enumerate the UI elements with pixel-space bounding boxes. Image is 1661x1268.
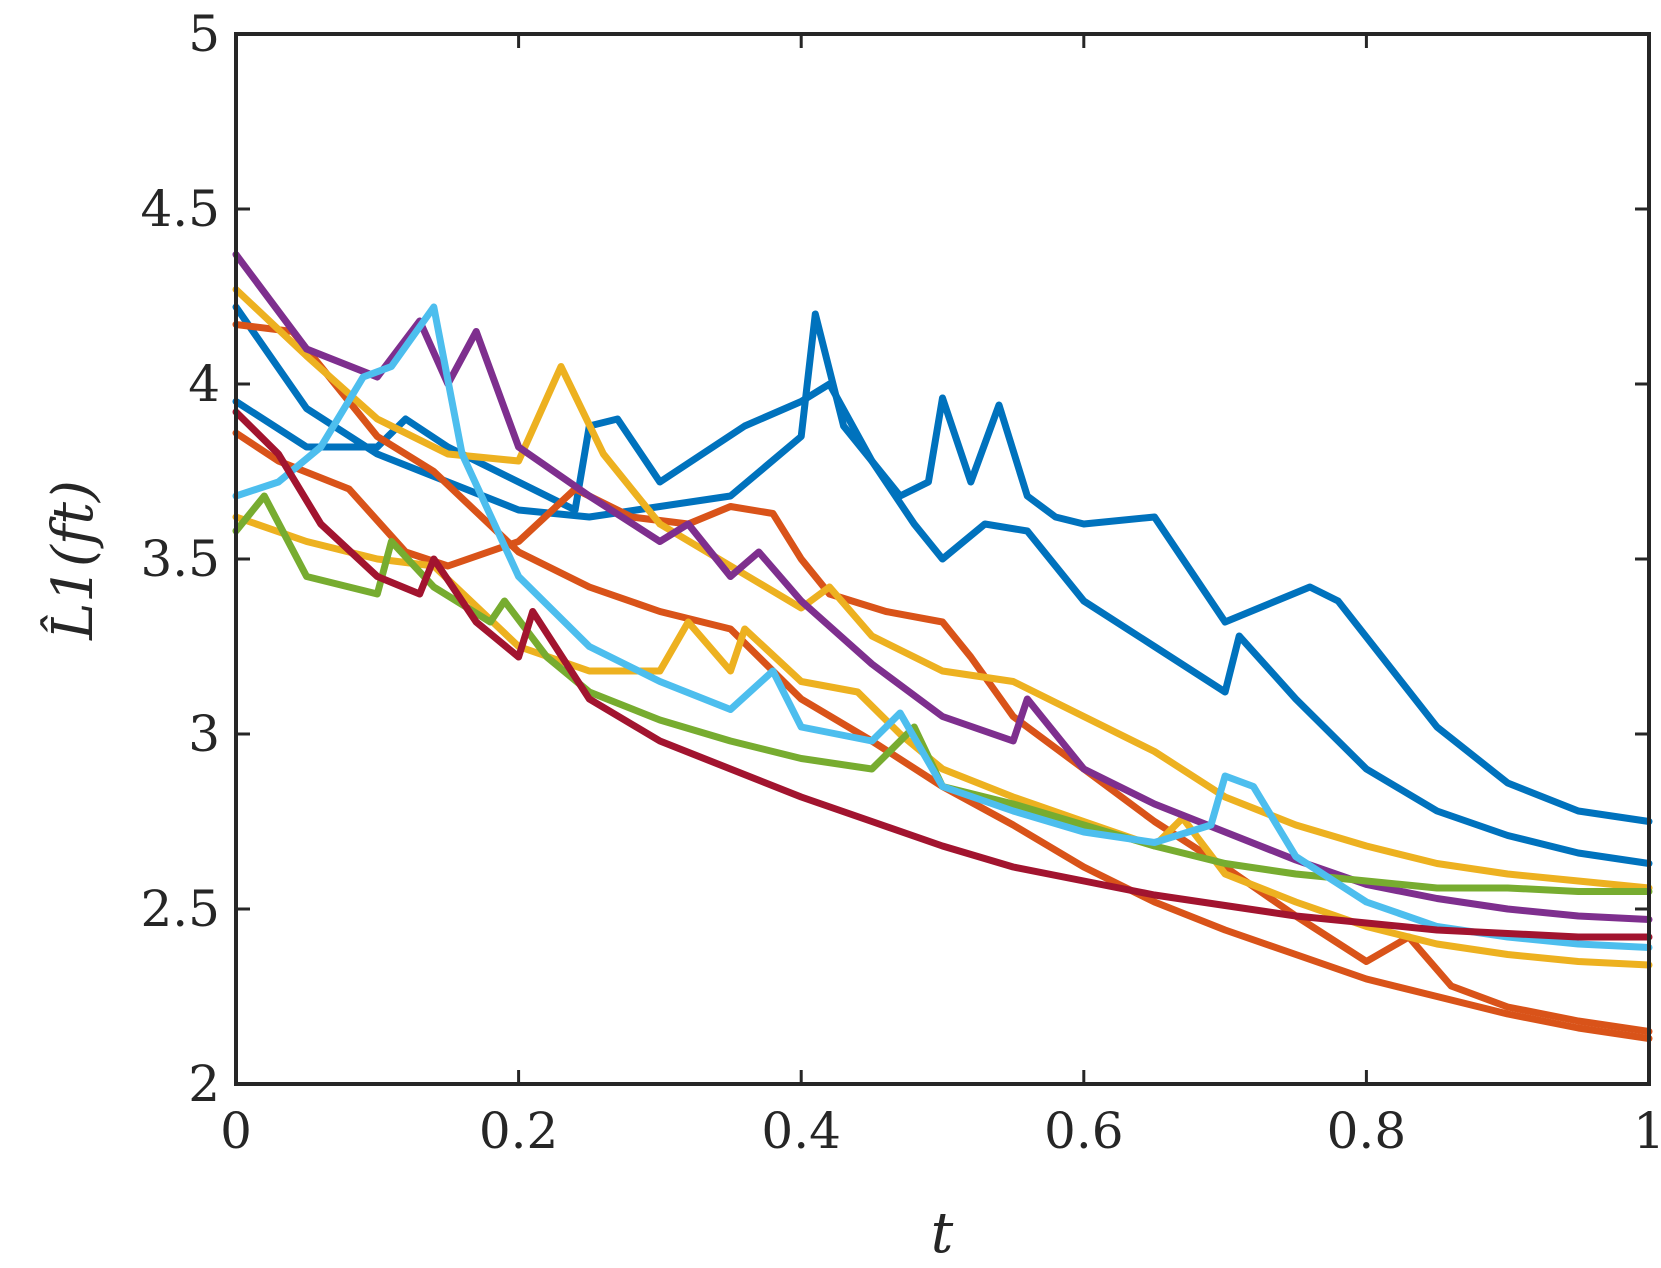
x-tick-label: 1 bbox=[1633, 1102, 1661, 1160]
series-line-4 bbox=[232, 321, 1653, 1042]
y-axis-label: L̂1(ft) bbox=[39, 480, 106, 641]
y-tick-label: 5 bbox=[188, 5, 220, 63]
series-line-1 bbox=[232, 303, 1653, 825]
series-line-2 bbox=[232, 380, 1653, 867]
series-line-10 bbox=[232, 408, 1653, 941]
y-tick-label: 4.5 bbox=[140, 180, 220, 238]
series-line-8 bbox=[232, 492, 1653, 895]
series-line-5 bbox=[232, 286, 1653, 892]
x-tick-label: 0.6 bbox=[1044, 1102, 1124, 1160]
y-tick-label: 2 bbox=[188, 1055, 220, 1113]
x-tick-label: 0 bbox=[220, 1102, 252, 1160]
x-tick-label: 0.2 bbox=[479, 1102, 559, 1160]
y-tick-label: 3.5 bbox=[140, 530, 220, 588]
y-tick-label: 2.5 bbox=[140, 880, 220, 938]
y-tick-label: 3 bbox=[188, 705, 220, 763]
series-line-9 bbox=[232, 303, 1653, 951]
y-tick-label: 4 bbox=[188, 355, 220, 413]
y-axis: 2 2.5 3 3.5 4 4.5 5 bbox=[140, 5, 1649, 1113]
x-axis: 0 0.2 0.4 0.6 0.8 1 bbox=[220, 34, 1661, 1160]
series-line-3 bbox=[232, 429, 1653, 1035]
series-layer bbox=[232, 251, 1653, 1042]
series-line-7 bbox=[232, 251, 1653, 923]
x-tick-label: 0.8 bbox=[1327, 1102, 1407, 1160]
x-axis-label: t bbox=[931, 1201, 954, 1266]
x-tick-label: 0.4 bbox=[761, 1102, 841, 1160]
